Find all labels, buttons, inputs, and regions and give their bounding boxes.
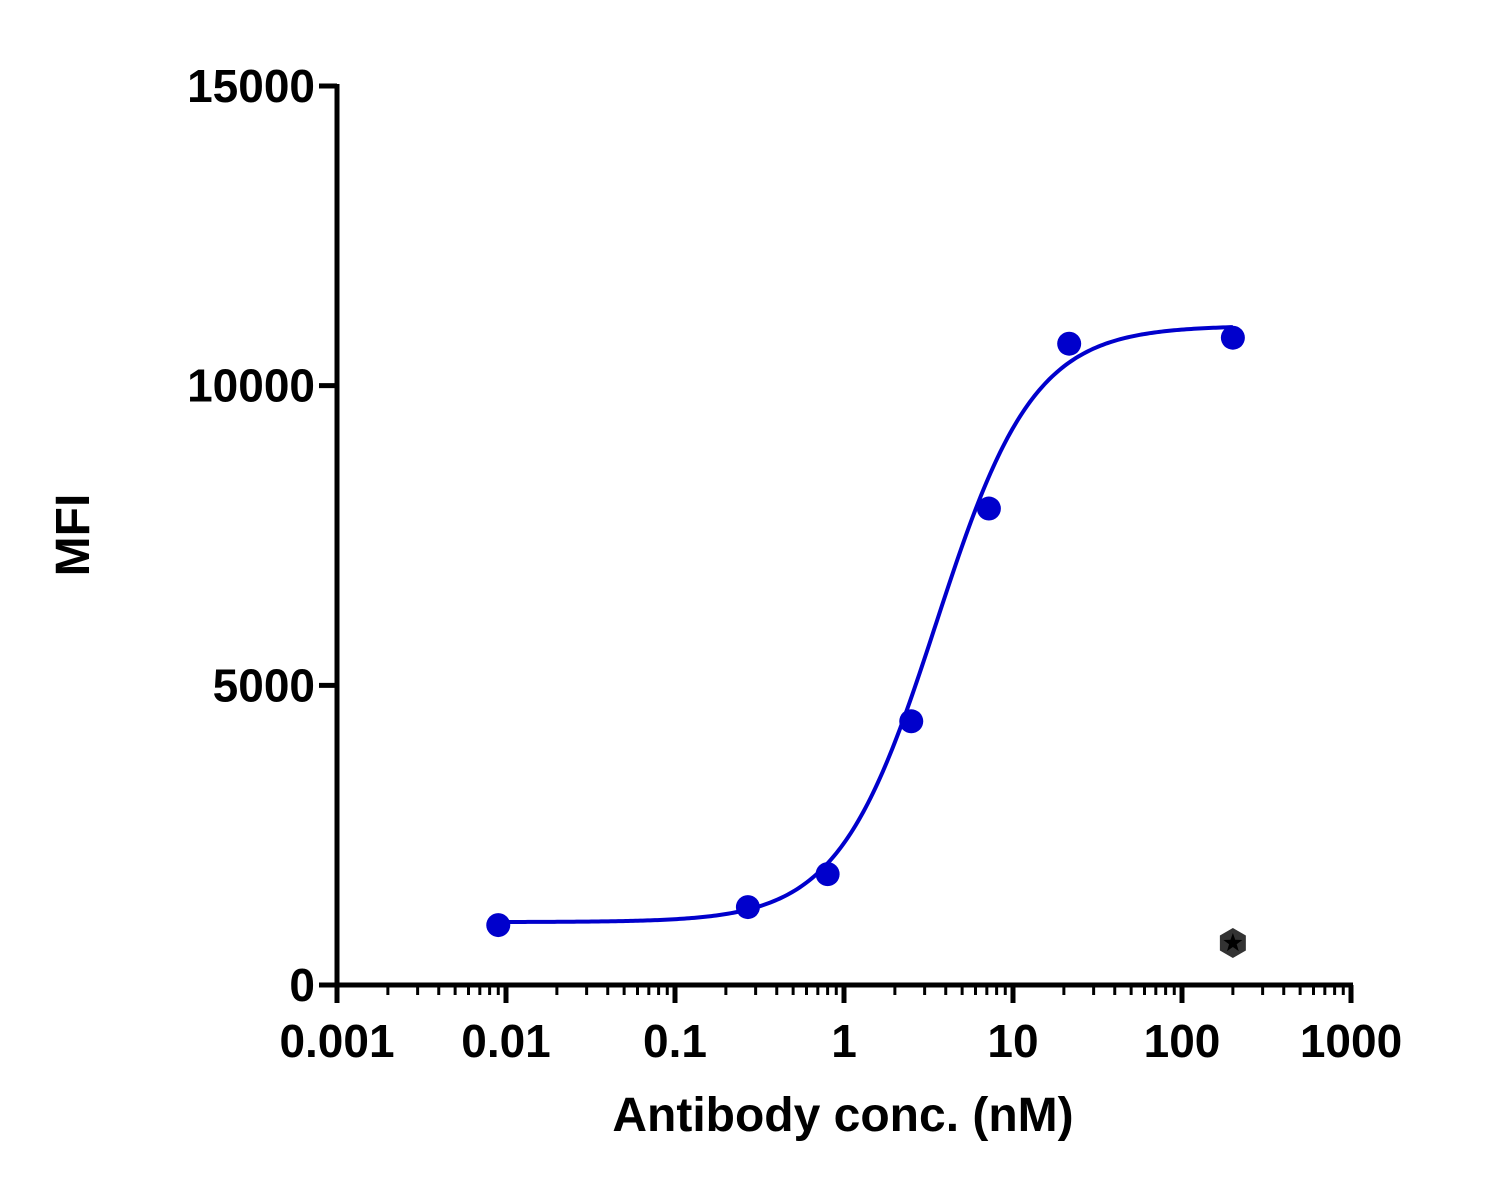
data-point [976, 496, 1001, 521]
x-tick-label: 0.001 [279, 1015, 394, 1067]
data-point [1220, 325, 1245, 350]
control-point [1219, 928, 1246, 959]
y-axis-title: MFI [47, 494, 100, 577]
x-tick-label: 1000 [1300, 1015, 1402, 1067]
data-point [735, 895, 760, 920]
y-axis-ticks: 0 5000 10000 15000 [187, 60, 337, 1011]
x-tick-label: 100 [1144, 1015, 1221, 1067]
fit-curve [498, 325, 1233, 924]
data-point [899, 709, 924, 734]
x-tick-label: 1 [831, 1015, 857, 1067]
y-tick-label: 10000 [187, 360, 315, 412]
y-tick-label: 0 [289, 959, 315, 1011]
x-tick-label: 0.01 [461, 1015, 551, 1067]
data-point [486, 913, 511, 938]
x-tick-label: 10 [987, 1015, 1038, 1067]
data-point [1057, 331, 1082, 356]
data-point [815, 862, 840, 887]
x-axis-ticks: 0.001 0.01 0.1 1 10 100 1000 [279, 985, 1402, 1067]
data-points [486, 325, 1246, 959]
x-tick-label: 0.1 [643, 1015, 707, 1067]
y-tick-label: 5000 [213, 659, 315, 711]
y-tick-label: 15000 [187, 60, 315, 112]
x-axis-title: Antibody conc. (nM) [612, 1089, 1073, 1142]
